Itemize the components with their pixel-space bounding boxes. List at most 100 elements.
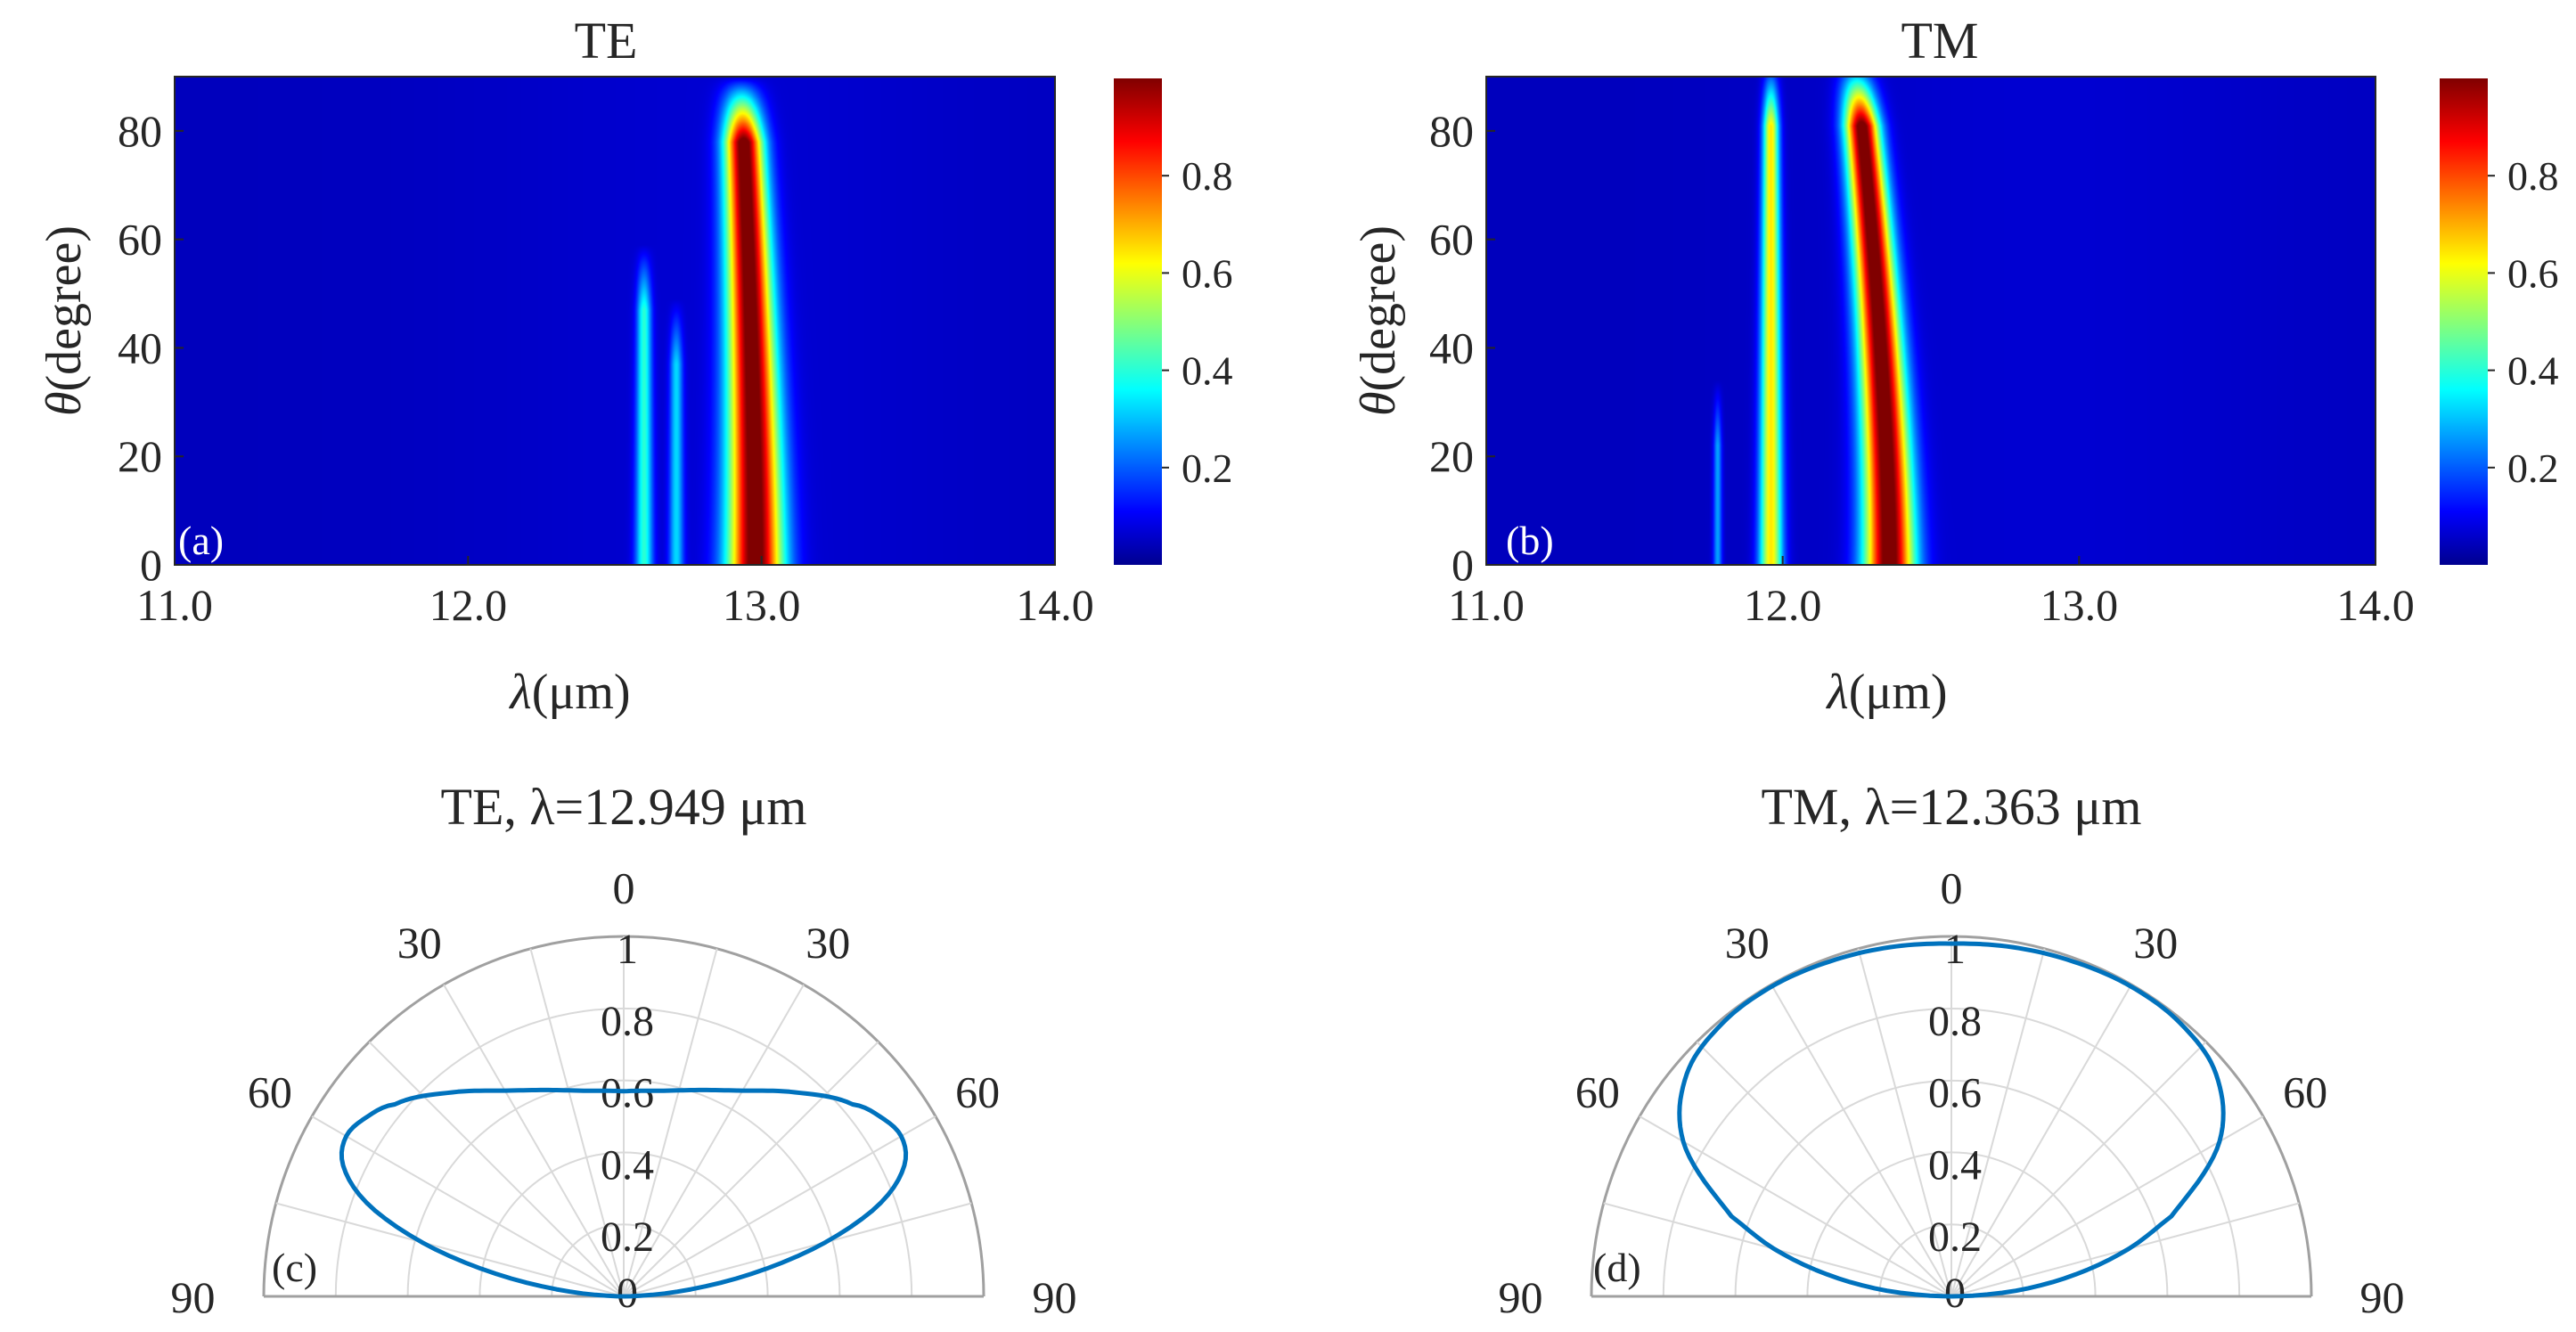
panel-b-ytick-label: 40 [1429,323,1474,372]
panel-c-theta-gridline [529,948,625,1297]
panel-b-colorbar [2440,78,2488,565]
panel-a-heatmap-image [175,77,1055,565]
panel-c-theta-gridline [311,1115,625,1297]
panel-b-ytick-label: 0 [1452,540,1474,590]
panel-d-theta-gridline [1639,1115,1952,1297]
panel-c-theta-gridline [368,1041,625,1297]
panel-d-theta-label: 90 [2360,1272,2405,1322]
panel-c-r-label: 0.8 [601,998,654,1045]
panel-d-r-label: 0 [1944,1270,1966,1317]
panel-b-heatmap-area [1486,77,2376,565]
panel-a-colorbar-ticks: 0.2 0.4 0.6 0.8 [1162,153,1233,491]
panel-d-theta-gridline [1696,1041,1952,1297]
panel-a-te-heatmap: TE 11.0 12.0 13.0 14.0 0 20 40 60 80 (a) λ(μm) θ… [37,12,1233,720]
panel-b-xtick-label: 12.0 [1744,580,1822,630]
panel-a-colorbar-tick-label: 0.4 [1182,348,1233,394]
panel-d-theta-label: 0 [1941,862,1963,912]
panel-b-colorbar-tick-label: 0.8 [2507,153,2559,199]
panel-d-theta-gridline [1950,984,2132,1297]
panel-b-label: (b) [1506,518,1554,563]
panel-c-theta-gridline [275,1202,625,1297]
panel-b-plot-frame [1485,76,2376,566]
panel-c-theta-label: 60 [248,1067,292,1117]
panel-a-axes: 11.0 12.0 13.0 14.0 0 20 40 60 80 [118,76,1094,630]
panel-b-colorbar-tick-label: 0.4 [2507,348,2559,394]
panel-c-theta-gridline [623,984,805,1297]
panel-d-theta-label: 30 [2133,918,2178,968]
panel-c-title: TE, λ=12.949 μm [441,778,807,836]
panel-c-theta-label: 0 [613,862,635,912]
panel-c-theta-label: 60 [955,1067,1000,1117]
panel-c-theta-gridline [443,984,625,1297]
panel-a-xtick-label: 13.0 [723,580,801,630]
panel-a-colorbar-tick-label: 0.6 [1182,250,1233,296]
panel-d-theta-gridline [1950,1041,2207,1297]
panel-a-xtick-label: 14.0 [1016,580,1094,630]
panel-b-xtick-label: 11.0 [1448,580,1525,630]
panel-a-colorbar-tick-label: 0.8 [1182,153,1233,199]
panel-c-r-label: 0.2 [601,1214,654,1261]
panel-b-ytick-label: 80 [1429,106,1474,156]
panel-a-xtick-label: 11.0 [136,580,213,630]
panel-d-theta-label: 90 [1498,1272,1542,1322]
panel-d-theta-gridline [1770,984,1952,1297]
panel-d-pattern-curve [1677,941,2226,1299]
panel-c-r-label: 1 [617,926,638,973]
panel-d-r-label: 1 [1944,926,1966,973]
panel-b-xtick-label: 13.0 [2040,580,2119,630]
panel-d-r-label: 0.8 [1928,998,1982,1045]
panel-c-theta-gridline [623,948,718,1297]
panel-b-colorbar-ticks: 0.2 0.4 0.6 0.8 [2488,153,2559,491]
panel-b-heatmap-image [1486,77,2376,565]
panel-c-theta-gridline [623,1041,879,1297]
panel-b-ylabel: θ(degree) [1351,225,1406,416]
panel-d-label: (d) [1593,1245,1641,1290]
panel-d-theta-gridline [1950,948,2046,1297]
panel-b-title: TM [1901,12,1979,69]
panel-c-label: (c) [272,1245,317,1290]
panel-d-theta-label: 30 [1725,918,1770,968]
panel-b-colorbar-tick-label: 0.6 [2507,250,2559,296]
panel-b-ytick-label: 20 [1429,431,1474,481]
panel-d-r-label: 0.6 [1928,1070,1982,1117]
panel-d-title: TM, λ=12.363 μm [1761,778,2141,836]
panel-d-r-label: 0.2 [1928,1214,1982,1261]
panel-d-theta-gridline [1857,948,1952,1297]
panel-c-theta-label: 90 [170,1272,215,1322]
panel-b-xtick-label: 14.0 [2336,580,2415,630]
panel-c-theta-gridline [623,1202,972,1297]
panel-c-theta-label: 30 [397,918,442,968]
panel-c-r-label: 0.4 [601,1141,654,1189]
panel-b-axes: 11.0 12.0 13.0 14.0 0 20 40 60 80 [1429,76,2415,630]
panel-d-r-label: 0.4 [1928,1141,1982,1189]
panel-a-ytick-label: 0 [140,540,162,590]
panel-d-theta-label: 60 [1575,1067,1620,1117]
panel-a-ytick-label: 80 [118,106,162,156]
panel-a-ytick-label: 60 [118,215,162,265]
panel-b-tm-heatmap: TM 11.0 12.0 13.0 14.0 0 20 40 60 80 (b) λ(μm) θ… [1351,12,2559,720]
panel-d-polar-axes: 0 30 30 60 60 90 90 0 0.2 0.4 0.6 0.8 1 [1498,862,2404,1322]
panel-d-theta-gridline [1950,1115,2264,1297]
panel-a-colorbar-tick-label: 0.2 [1182,445,1233,491]
panel-a-ytick-label: 20 [118,431,162,481]
panel-c-r-label: 0 [617,1270,638,1317]
panel-a-ylabel: θ(degree) [37,225,92,416]
panel-b-colorbar-tick-label: 0.2 [2507,445,2559,491]
panel-a-xtick-label: 12.0 [429,580,508,630]
panel-c-theta-label: 30 [806,918,850,968]
panel-a-heatmap-area [175,77,1055,565]
panel-a-plot-frame [174,76,1056,566]
panel-a-title: TE [575,12,638,69]
panel-d-theta-label: 60 [2283,1067,2327,1117]
panel-a-ytick-label: 40 [118,323,162,372]
panel-a-colorbar [1114,78,1162,565]
panel-b-xlabel: λ(μm) [1825,665,1947,720]
panel-b-ytick-label: 60 [1429,215,1474,265]
panel-a-label: (a) [178,518,224,563]
panel-c-theta-label: 90 [1033,1272,1077,1322]
panel-a-xlabel: λ(μm) [508,665,630,720]
